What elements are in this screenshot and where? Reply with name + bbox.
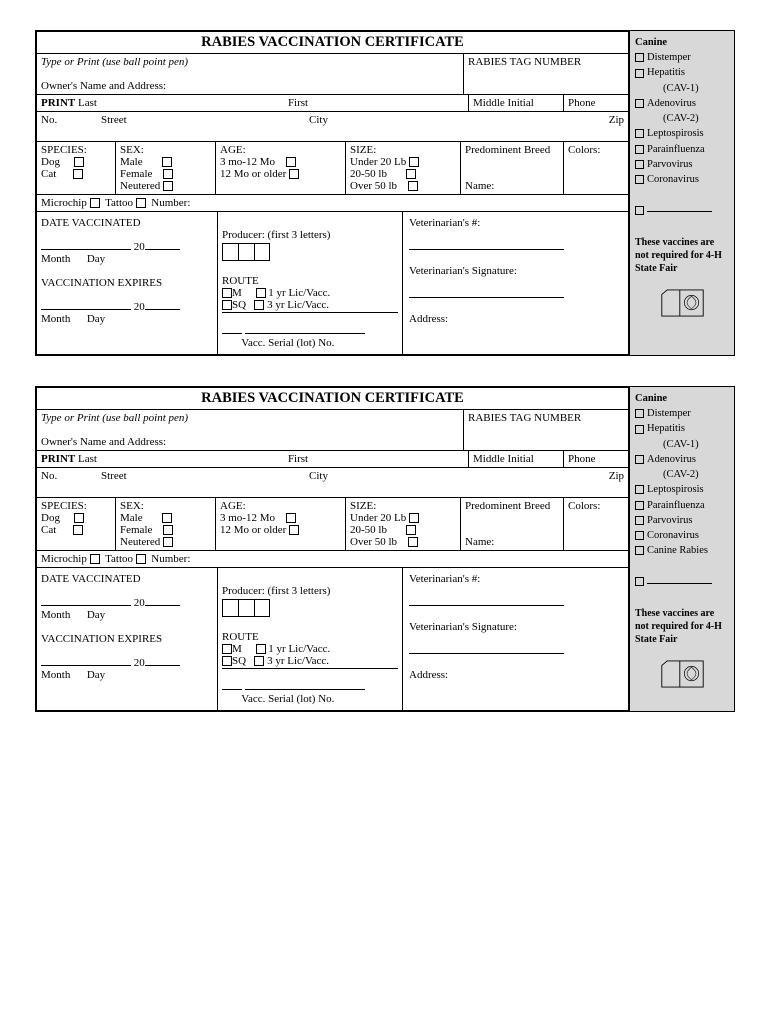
- certificate-2: RABIES VACCINATION CERTIFICATE Type or P…: [35, 386, 735, 712]
- cat-checkbox[interactable]: [73, 169, 83, 179]
- sidebar-2: Canine Distemper Hepatitis (CAV-1) Adeno…: [630, 386, 735, 712]
- cert-form: RABIES VACCINATION CERTIFICATE Type or P…: [35, 30, 630, 356]
- cert-form: RABIES VACCINATION CERTIFICATE Type or P…: [35, 386, 630, 712]
- logo-icon: [635, 658, 729, 695]
- dog-checkbox[interactable]: [74, 157, 84, 167]
- title: RABIES VACCINATION CERTIFICATE: [37, 32, 628, 54]
- owner-label: Owner's Name and Address:: [41, 80, 166, 92]
- producer-boxes[interactable]: [222, 243, 398, 261]
- tag-label: RABIES TAG NUMBER: [463, 54, 628, 94]
- certificate-1: RABIES VACCINATION CERTIFICATE Type or P…: [35, 30, 735, 356]
- sidebar-1: Canine Distemper Hepatitis (CAV-1) Adeno…: [630, 30, 735, 356]
- title: RABIES VACCINATION CERTIFICATE: [37, 388, 628, 410]
- print-label: PRINT: [41, 97, 75, 109]
- instruction: Type or Print (use ball point pen): [41, 56, 188, 68]
- logo-icon: [635, 287, 729, 324]
